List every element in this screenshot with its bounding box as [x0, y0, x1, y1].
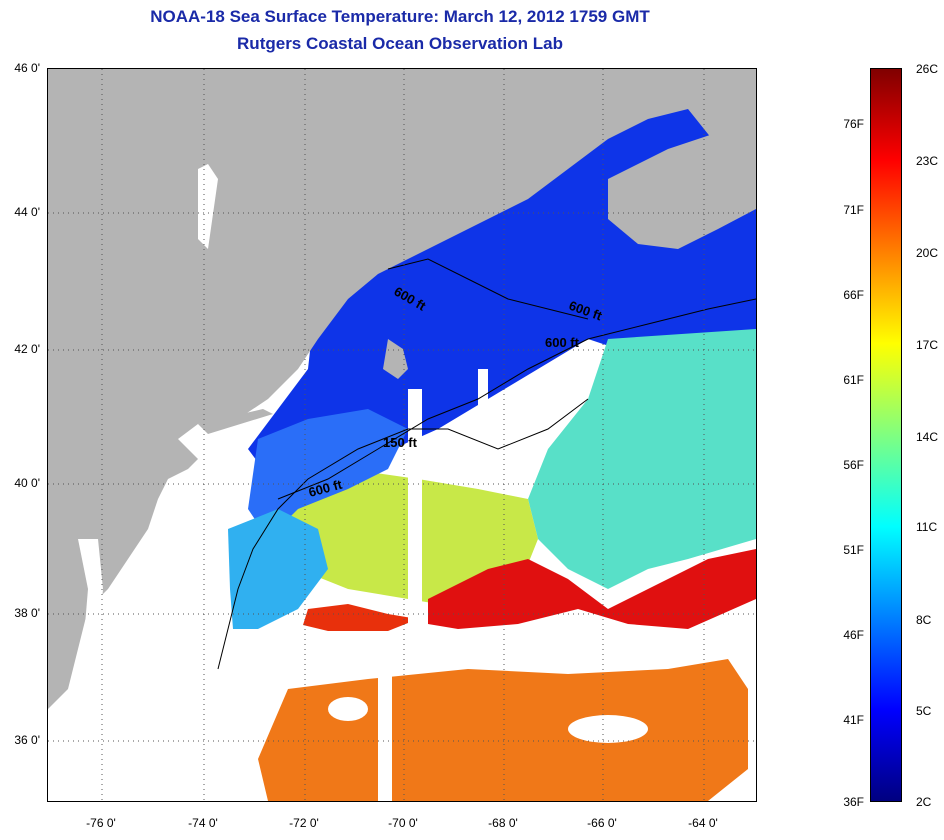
mid-shelf-water [248, 409, 408, 539]
lat-tick-label: 38 0' [14, 606, 40, 620]
colorbar-c-label: 2C [916, 795, 932, 809]
us-mainland [48, 69, 756, 709]
inland-lake [198, 164, 218, 249]
colorbar-c-label: 26C [916, 62, 939, 76]
lon-tick-label: -64 0' [688, 816, 718, 830]
colorbar-c-label: 14C [916, 430, 939, 444]
chesapeake-bay [78, 539, 103, 709]
chart-title: NOAA-18 Sea Surface Temperature: March 1… [150, 7, 650, 26]
colorbar-f-label: 71F [843, 203, 864, 217]
contour-label: 150 ft [383, 435, 418, 450]
gulf-stream-edge [303, 604, 418, 631]
cloud-streak [378, 669, 392, 801]
lat-tick-label: 46 0' [14, 61, 40, 75]
long-island [198, 409, 273, 434]
cloud-streak [408, 389, 422, 629]
cloud-patch [328, 697, 368, 721]
graticule [48, 69, 756, 801]
colorbar-c-label: 8C [916, 613, 932, 627]
lat-tick-label: 44 0' [14, 205, 40, 219]
bathymetry-contour [387, 258, 589, 320]
contour-label: 600 ft [545, 335, 580, 350]
lon-tick-label: -74 0' [188, 816, 218, 830]
colorbar-c-label: 11C [916, 520, 938, 534]
colorbar-f-label: 56F [843, 458, 864, 472]
bathymetry-contour [217, 398, 589, 670]
lon-tick-label: -70 0' [388, 816, 418, 830]
temperature-colorbar [870, 68, 902, 802]
warm-shelf-region [268, 469, 538, 609]
lat-tick-label: 42 0' [14, 342, 40, 356]
nova-scotia [608, 129, 756, 249]
colorbar-f-label: 76F [843, 117, 864, 131]
colorbar-c-label: 20C [916, 246, 939, 260]
lat-tick-label: 36 0' [14, 733, 40, 747]
cape-cod [383, 339, 408, 379]
cloud-streak [478, 369, 488, 449]
slope-water-region [528, 329, 756, 589]
colorbar-f-label: 61F [843, 373, 864, 387]
colorbar-f-label: 36F [843, 795, 864, 809]
cloud-patch [568, 715, 648, 743]
lon-tick-label: -72 0' [289, 816, 319, 830]
lon-tick-label: -68 0' [488, 816, 518, 830]
coastal-water [228, 509, 328, 629]
gulf-stream [428, 549, 756, 629]
sst-map-svg: 600 ft 600 ft 600 ft 150 ft 600 ft [48, 69, 756, 801]
colorbar-c-label: 5C [916, 704, 932, 718]
colorbar-c-label: 17C [916, 338, 939, 352]
lon-tick-label: -66 0' [587, 816, 617, 830]
colorbar-f-label: 51F [843, 543, 864, 557]
colorbar-f-label: 66F [843, 288, 864, 302]
colorbar-c-label: 23C [916, 154, 939, 168]
lat-tick-label: 40 0' [14, 476, 40, 490]
lon-tick-label: -76 0' [86, 816, 116, 830]
colorbar-f-label: 41F [843, 713, 864, 727]
sst-map[interactable]: 600 ft 600 ft 600 ft 150 ft 600 ft [47, 68, 757, 802]
chart-subtitle: Rutgers Coastal Ocean Observation Lab [237, 34, 563, 53]
colorbar-f-label: 46F [843, 628, 864, 642]
bathymetry-contour [277, 298, 756, 500]
